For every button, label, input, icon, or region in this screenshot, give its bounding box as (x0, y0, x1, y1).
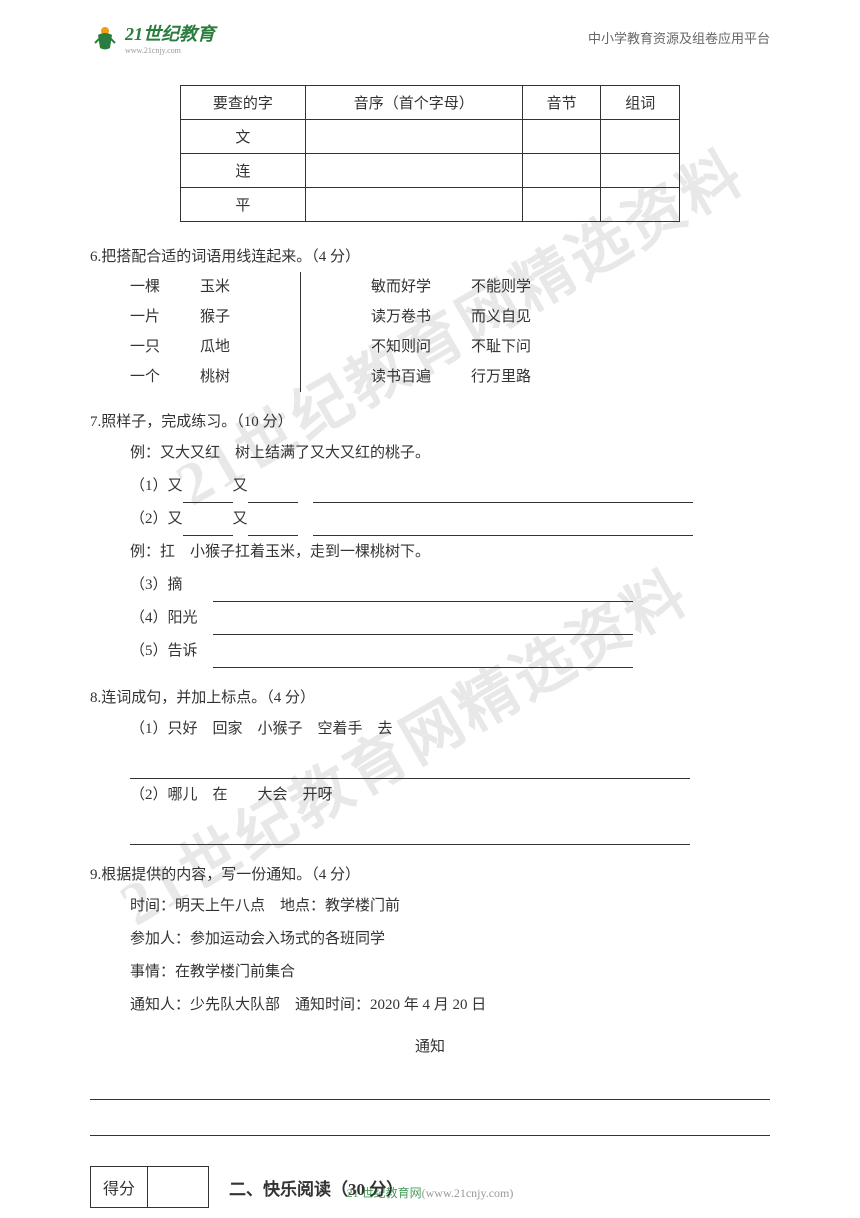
blank-input[interactable] (130, 761, 690, 779)
match-item: 读书百遍 (371, 362, 431, 392)
question-7: 7.照样子，完成练习。（10 分） 例：又大又红 树上结满了又大又红的桃子。 （… (90, 407, 770, 668)
logo-text: 21世纪教育 (125, 20, 215, 46)
table-cell-blank[interactable] (522, 120, 601, 154)
question-6: 6.把搭配合适的词语用线连起来。（4 分） 一棵 一片 一只 一个 玉米 猴子 … (90, 242, 770, 392)
table-row: 文 (181, 120, 680, 154)
item-mid: 又 (233, 478, 248, 494)
match-item: 敏而好学 (371, 272, 431, 302)
table-cell: 平 (181, 188, 306, 222)
table-cell-blank[interactable] (601, 120, 680, 154)
item-prefix: （4）阳光 (130, 610, 198, 626)
item-mid: 又 (233, 511, 248, 527)
sub-item: （3）摘 (90, 569, 770, 602)
match-col: 一棵 一片 一只 一个 (130, 272, 160, 392)
info-line: 事情：在教学楼门前集合 (90, 956, 770, 989)
blank-input[interactable] (213, 617, 633, 635)
score-value[interactable] (148, 1167, 208, 1207)
table-cell-blank[interactable] (305, 188, 522, 222)
match-item: 玉米 (200, 272, 230, 302)
match-item: 瓜地 (200, 332, 230, 362)
logo-subtitle: www.21cnjy.com (125, 46, 215, 55)
match-item: 一片 (130, 302, 160, 332)
blank-input[interactable] (90, 1072, 770, 1100)
match-item: 行万里路 (471, 362, 531, 392)
info-line: 通知人：少先队大队部 通知时间：2020 年 4 月 20 日 (90, 989, 770, 1022)
blank-input[interactable] (213, 584, 633, 602)
blank-input[interactable] (248, 485, 298, 503)
match-item: 不能则学 (471, 272, 531, 302)
question-8: 8.连词成句，并加上标点。（4 分） （1）只好 回家 小猴子 空着手 去 （2… (90, 683, 770, 845)
match-item: 一个 (130, 362, 160, 392)
match-columns: 一棵 一片 一只 一个 玉米 猴子 瓜地 桃树 敏而好学 读万卷书 不知则问 读… (90, 272, 770, 392)
blank-input[interactable] (313, 485, 693, 503)
example-text: 例：又大又红 树上结满了又大又红的桃子。 (90, 437, 770, 470)
sub-item (90, 746, 770, 779)
match-item: 不耻下问 (471, 332, 531, 362)
sub-item (90, 812, 770, 845)
content-area: 要查的字 音序（首个字母） 音节 组词 文 连 平 6.把搭配合适的词语用线连起… (0, 65, 860, 1218)
blank-input[interactable] (90, 1108, 770, 1136)
question-title: 8.连词成句，并加上标点。（4 分） (90, 683, 770, 713)
logo-icon (90, 23, 120, 53)
divider-icon (300, 272, 301, 392)
table-header: 组词 (601, 86, 680, 120)
notice-title: 通知 (90, 1032, 770, 1062)
question-title: 7.照样子，完成练习。（10 分） (90, 407, 770, 437)
info-line: 时间：明天上午八点 地点：教学楼门前 (90, 890, 770, 923)
table-cell-blank[interactable] (601, 188, 680, 222)
table-cell-blank[interactable] (305, 154, 522, 188)
table-header: 音节 (522, 86, 601, 120)
item-prefix: （3）摘 (130, 577, 183, 593)
blank-input[interactable] (183, 518, 233, 536)
item-prefix: （2）又 (130, 511, 183, 527)
table-cell-blank[interactable] (522, 188, 601, 222)
table-header-row: 要查的字 音序（首个字母） 音节 组词 (181, 86, 680, 120)
match-col: 玉米 猴子 瓜地 桃树 (200, 272, 230, 392)
match-item: 不知则问 (371, 332, 431, 362)
match-col: 敏而好学 读万卷书 不知则问 读书百遍 (371, 272, 431, 392)
section-title: 二、快乐阅读（30 分） (229, 1175, 403, 1200)
item-prefix: （1）又 (130, 478, 183, 494)
blank-input[interactable] (130, 827, 690, 845)
score-section: 得分 二、快乐阅读（30 分） (90, 1166, 770, 1208)
match-col: 不能则学 而义自见 不耻下问 行万里路 (471, 272, 531, 392)
match-item: 一只 (130, 332, 160, 362)
table-row: 平 (181, 188, 680, 222)
question-title: 6.把搭配合适的词语用线连起来。（4 分） (90, 242, 770, 272)
table-cell: 连 (181, 154, 306, 188)
table-header: 音序（首个字母） (305, 86, 522, 120)
sub-item: （2）哪儿 在 大会 开呀 (90, 779, 770, 812)
header-subtitle: 中小学教育资源及组卷应用平台 (588, 28, 770, 47)
table-header: 要查的字 (181, 86, 306, 120)
match-item: 猴子 (200, 302, 230, 332)
sub-item: （1）又 又 (90, 470, 770, 503)
sub-item: （5）告诉 (90, 635, 770, 668)
match-item: 读万卷书 (371, 302, 431, 332)
example-text: 例：扛 小猴子扛着玉米，走到一棵桃树下。 (90, 536, 770, 569)
info-line: 参加人：参加运动会入场式的各班同学 (90, 923, 770, 956)
table-cell: 文 (181, 120, 306, 154)
lookup-table: 要查的字 音序（首个字母） 音节 组词 文 连 平 (180, 85, 680, 222)
question-title: 9.根据提供的内容，写一份通知。（4 分） (90, 860, 770, 890)
blank-input[interactable] (213, 650, 633, 668)
sub-item: （4）阳光 (90, 602, 770, 635)
table-cell-blank[interactable] (305, 120, 522, 154)
match-item: 桃树 (200, 362, 230, 392)
table-cell-blank[interactable] (522, 154, 601, 188)
table-cell-blank[interactable] (601, 154, 680, 188)
sub-item: （1）只好 回家 小猴子 空着手 去 (90, 713, 770, 746)
match-item: 一棵 (130, 272, 160, 302)
score-label: 得分 (91, 1167, 148, 1207)
table-row: 连 (181, 154, 680, 188)
blank-input[interactable] (183, 485, 233, 503)
page-header: 21世纪教育 www.21cnjy.com 中小学教育资源及组卷应用平台 (0, 0, 860, 65)
blank-input[interactable] (248, 518, 298, 536)
item-prefix: （5）告诉 (130, 643, 198, 659)
sub-item: （2）又 又 (90, 503, 770, 536)
logo: 21世纪教育 www.21cnjy.com (90, 20, 215, 55)
score-box: 得分 (90, 1166, 209, 1208)
question-9: 9.根据提供的内容，写一份通知。（4 分） 时间：明天上午八点 地点：教学楼门前… (90, 860, 770, 1136)
blank-input[interactable] (313, 518, 693, 536)
match-item: 而义自见 (471, 302, 531, 332)
